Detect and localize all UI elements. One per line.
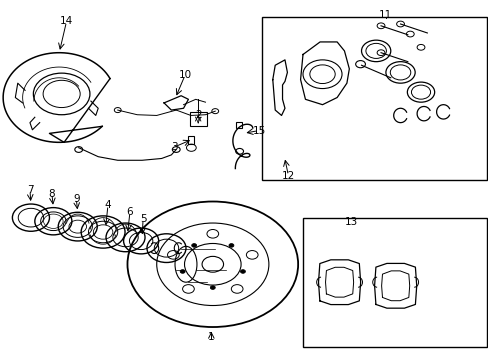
Circle shape bbox=[191, 244, 196, 247]
Text: 7: 7 bbox=[26, 185, 33, 195]
Text: 6: 6 bbox=[126, 207, 133, 217]
Text: 2: 2 bbox=[194, 111, 201, 121]
Text: 1: 1 bbox=[207, 332, 214, 342]
Bar bbox=[303, 218, 487, 347]
Text: 4: 4 bbox=[104, 200, 111, 210]
Circle shape bbox=[228, 244, 233, 247]
Bar bbox=[235, 122, 242, 128]
Text: 3: 3 bbox=[171, 142, 177, 152]
Circle shape bbox=[180, 270, 185, 273]
Text: 11: 11 bbox=[379, 10, 392, 20]
Text: 8: 8 bbox=[48, 189, 55, 199]
Text: 10: 10 bbox=[178, 70, 191, 80]
Bar bbox=[189, 112, 206, 126]
Text: 12: 12 bbox=[281, 171, 294, 181]
Text: 5: 5 bbox=[140, 215, 146, 224]
Circle shape bbox=[210, 286, 215, 289]
Bar bbox=[188, 136, 194, 144]
Text: 15: 15 bbox=[252, 126, 265, 135]
Text: 13: 13 bbox=[345, 217, 358, 227]
Bar bbox=[261, 17, 487, 180]
Circle shape bbox=[240, 270, 245, 273]
Text: 9: 9 bbox=[73, 194, 80, 204]
Text: 14: 14 bbox=[60, 17, 73, 27]
